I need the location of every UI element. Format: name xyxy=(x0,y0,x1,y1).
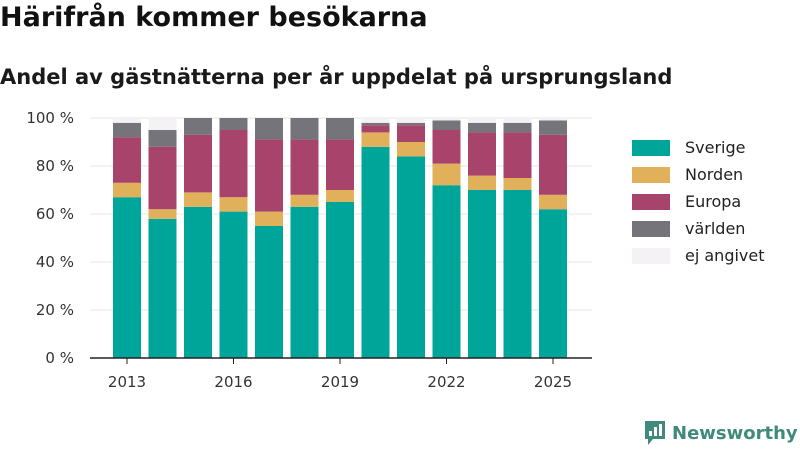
bar-segment-Sverige-2020 xyxy=(361,146,390,358)
bar-segment-Sverige-2024 xyxy=(503,190,532,358)
bar-segment-Norden-2015 xyxy=(184,192,212,207)
bar-segment-Norden-2016 xyxy=(219,197,248,212)
bar-segment-världen-2016 xyxy=(219,118,248,130)
bar-segment-världen-2017 xyxy=(255,118,283,140)
bar-segment-världen-2022 xyxy=(432,120,461,130)
bars xyxy=(113,118,567,358)
legend-item: Europa xyxy=(632,188,765,215)
legend-label: ej angivet xyxy=(685,246,765,265)
bar-segment-Sverige-2014 xyxy=(148,218,177,358)
bar-segment-Europa-2015 xyxy=(184,134,212,193)
y-tick-label: 80 % xyxy=(36,157,74,175)
bar-segment-Norden-2018 xyxy=(290,194,319,207)
bar-segment-Europa-2014 xyxy=(148,146,177,210)
bar-segment-ej-angivet-2013 xyxy=(113,118,141,123)
legend-item: Norden xyxy=(632,161,765,188)
bar-segment-Norden-2021 xyxy=(397,142,425,157)
bar-segment-världen-2025 xyxy=(539,120,567,135)
bar-segment-världen-2023 xyxy=(468,122,496,133)
tick-labels: 0 % 20 % 40 % 60 % 80 % 100 % 2013 2016 2019 2022… xyxy=(26,109,572,391)
bar-segment-ej-angivet-2021 xyxy=(397,118,425,123)
bar-segment-världen-2013 xyxy=(113,122,141,138)
bar-segment-Norden-2025 xyxy=(539,194,567,210)
x-tick-label: 2013 xyxy=(108,373,146,391)
bar-segment-Europa-2019 xyxy=(326,139,354,190)
legend-label: Europa xyxy=(685,192,742,211)
x-tick-label: 2022 xyxy=(427,373,465,391)
bar-segment-Norden-2022 xyxy=(432,163,461,186)
x-tick-label: 2016 xyxy=(214,373,252,391)
bar-segment-Norden-2019 xyxy=(326,190,354,202)
bar-segment-ej-angivet-2014 xyxy=(148,118,177,130)
legend-label: världen xyxy=(685,219,746,238)
bar-segment-Europa-2025 xyxy=(539,134,567,195)
newsworthy-logo: Newsworthy xyxy=(644,420,798,446)
x-tick-label: 2019 xyxy=(321,373,359,391)
bar-segment-världen-2015 xyxy=(184,118,212,135)
legend-item: ej angivet xyxy=(632,242,765,269)
legend-swatch xyxy=(632,220,670,237)
bar-segment-Norden-2014 xyxy=(148,209,177,219)
y-tick-label: 60 % xyxy=(36,205,74,223)
bar-segment-Sverige-2018 xyxy=(290,206,319,358)
legend-item: Sverige xyxy=(632,134,765,161)
bar-segment-världen-2019 xyxy=(326,118,354,140)
bar-segment-Sverige-2023 xyxy=(468,190,496,358)
bar-segment-Sverige-2015 xyxy=(184,206,212,358)
bar-segment-Sverige-2013 xyxy=(113,197,141,358)
bar-segment-Europa-2018 xyxy=(290,139,319,195)
y-tick-label: 100 % xyxy=(26,109,74,127)
bar-segment-ej-angivet-2024 xyxy=(503,118,532,123)
bar-segment-ej-angivet-2020 xyxy=(361,118,390,123)
bar-segment-världen-2024 xyxy=(503,122,532,133)
legend-item: världen xyxy=(632,215,765,242)
bar-segment-Europa-2024 xyxy=(503,132,532,178)
axes xyxy=(90,357,592,364)
y-tick-label: 40 % xyxy=(36,253,74,271)
y-tick-label: 0 % xyxy=(45,349,74,367)
bar-segment-Norden-2013 xyxy=(113,182,141,198)
legend-label: Norden xyxy=(685,165,744,184)
bar-segment-Europa-2023 xyxy=(468,132,496,176)
x-tick-label: 2025 xyxy=(534,373,572,391)
bar-segment-Norden-2020 xyxy=(361,132,390,147)
y-tick-label: 20 % xyxy=(36,301,74,319)
legend: Sverige Norden Europa världen ej angivet xyxy=(632,134,765,269)
bar-segment-Europa-2017 xyxy=(255,139,283,212)
legend-swatch xyxy=(632,193,670,210)
bar-segment-Norden-2023 xyxy=(468,175,496,190)
brand-name: Newsworthy xyxy=(672,422,798,444)
bar-segment-ej-angivet-2023 xyxy=(468,118,496,123)
bar-segment-världen-2021 xyxy=(397,122,425,126)
bar-segment-ej-angivet-2022 xyxy=(432,118,461,121)
bar-segment-Sverige-2021 xyxy=(397,156,425,358)
bar-segment-Sverige-2016 xyxy=(219,211,248,358)
legend-label: Sverige xyxy=(685,138,746,157)
bar-segment-världen-2020 xyxy=(361,122,390,126)
bar-segment-ej-angivet-2025 xyxy=(539,118,567,121)
bar-segment-Europa-2022 xyxy=(432,130,461,164)
bar-segment-Norden-2017 xyxy=(255,211,283,226)
chart-title: Härifrån kommer besökarna xyxy=(0,2,428,33)
legend-swatch xyxy=(632,166,670,183)
legend-swatch xyxy=(632,247,670,264)
chart-subtitle: Andel av gästnätterna per år uppdelat på… xyxy=(0,65,673,89)
bar-segment-Europa-2020 xyxy=(361,125,390,133)
bar-segment-Sverige-2019 xyxy=(326,202,354,358)
bar-segment-Norden-2024 xyxy=(503,178,532,190)
bar-segment-Sverige-2025 xyxy=(539,209,567,358)
bar-segment-Europa-2013 xyxy=(113,137,141,183)
bar-segment-Sverige-2017 xyxy=(255,226,283,358)
bar-segment-Sverige-2022 xyxy=(432,185,461,358)
bar-segment-världen-2014 xyxy=(148,130,177,147)
bar-segment-Europa-2016 xyxy=(219,130,248,198)
bar-segment-världen-2018 xyxy=(290,118,319,140)
newsworthy-icon xyxy=(645,421,665,445)
bar-segment-Europa-2021 xyxy=(397,125,425,142)
legend-swatch xyxy=(632,139,670,156)
